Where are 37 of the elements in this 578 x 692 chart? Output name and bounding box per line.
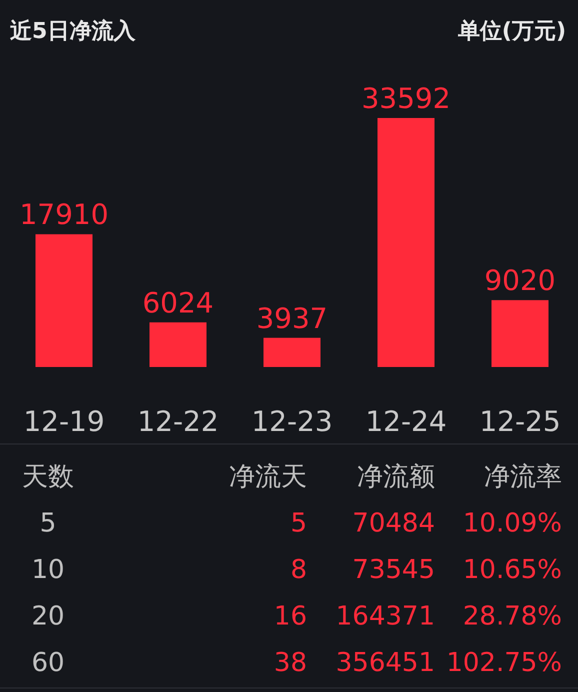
text: 73545	[352, 555, 435, 585]
text: 10.09%	[462, 508, 562, 538]
bar	[36, 234, 92, 367]
text: 20	[31, 602, 65, 632]
data-label: 17910	[19, 198, 109, 232]
text: 70484	[352, 508, 435, 538]
text: 天数	[22, 462, 74, 492]
text: 10.65%	[462, 555, 562, 585]
text: 8	[290, 555, 307, 585]
text: 164371	[336, 602, 435, 632]
text: 28.78%	[462, 602, 562, 632]
chart-title: 近5日净流入	[9, 18, 136, 44]
bar	[150, 322, 206, 367]
bar	[492, 300, 548, 367]
bar	[378, 118, 434, 367]
text: 60	[31, 648, 65, 678]
text: 净流天	[229, 462, 307, 492]
data-label: 9020	[484, 264, 556, 298]
text: 5	[40, 508, 56, 538]
text: 10	[31, 555, 65, 585]
data-label: 3937	[256, 302, 328, 335]
text: 102.75%	[446, 648, 562, 678]
x-tick-label: 12-19	[23, 405, 105, 438]
x-tick-label: 12-24	[365, 405, 447, 438]
text: 356451	[336, 648, 435, 678]
text: 净流额	[357, 462, 435, 492]
text: 5	[290, 508, 307, 538]
x-tick-label: 12-22	[137, 405, 219, 438]
text: 净流率	[484, 462, 562, 492]
x-tick-label: 12-25	[479, 405, 561, 438]
text: 16	[274, 602, 307, 632]
data-label: 6024	[142, 286, 214, 320]
data-label: 33592	[361, 82, 451, 115]
chart-subtitle: 单位(万元)	[456, 19, 566, 44]
text: 38	[274, 648, 307, 678]
bar	[264, 338, 320, 367]
x-tick-label: 12-23	[251, 405, 333, 438]
